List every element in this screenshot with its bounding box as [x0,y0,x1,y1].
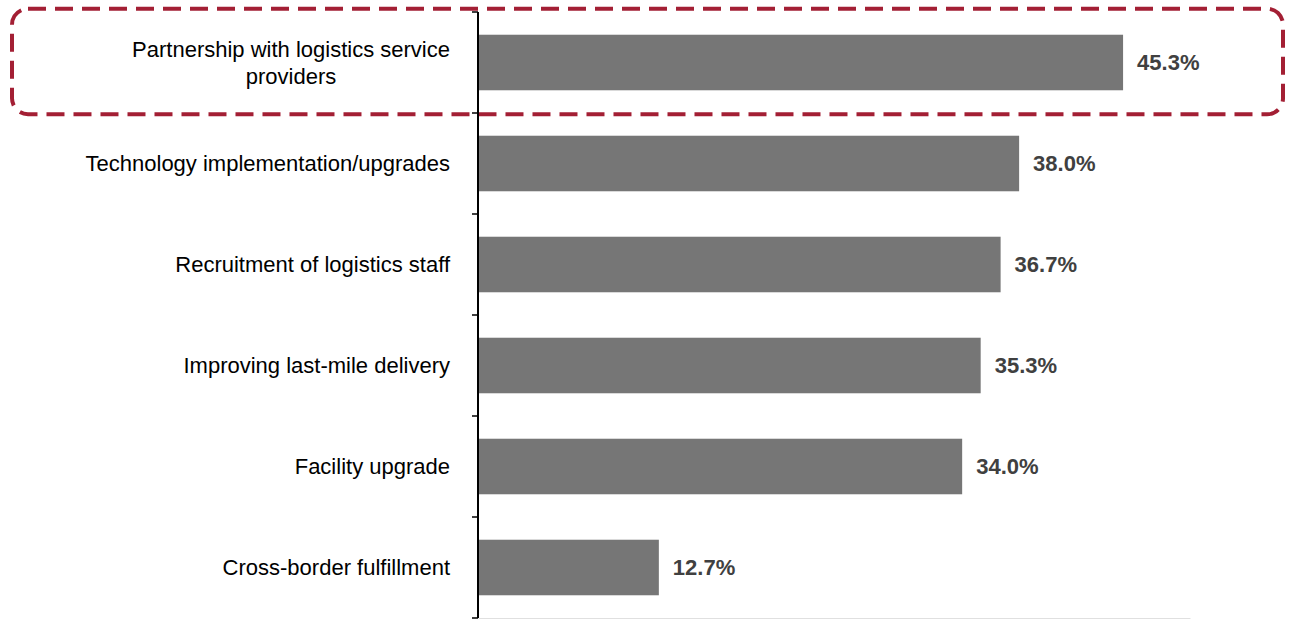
category-label-line: Partnership with logistics service [132,37,450,62]
chart: Partnership with logistics serviceprovid… [0,0,1291,627]
tick: Cross-border fulfillment [223,555,450,580]
category-label: Cross-border fulfillment [223,555,450,580]
category-label-line: Improving last-mile delivery [183,353,450,378]
tick: Facility upgrade [295,454,450,479]
category-separator [472,11,478,13]
bar [478,338,981,394]
category-label: Partnership with logistics serviceprovid… [132,37,450,89]
data-label: 45.3% [1137,50,1199,75]
tick: Recruitment of logistics staff [175,252,451,277]
data-label: 35.3% [995,353,1057,378]
x-axis-line [479,618,1191,619]
bar [478,540,659,596]
category-label-line: Recruitment of logistics staff [175,252,451,277]
bar [478,35,1123,91]
category-label-line: Cross-border fulfillment [223,555,450,580]
data-label: 12.7% [673,555,735,580]
category-separator [472,112,478,114]
tick: Partnership with logistics serviceprovid… [132,37,450,89]
category-label: Recruitment of logistics staff [175,252,451,277]
category-separator [472,415,478,417]
category-label: Facility upgrade [295,454,450,479]
bars [478,35,1123,596]
category-separator [472,617,478,619]
tick: Improving last-mile delivery [183,353,450,378]
data-label: 38.0% [1033,151,1095,176]
data-label: 36.7% [1015,252,1077,277]
highlight-box [12,9,1283,115]
tick: Technology implementation/upgrades [86,151,450,176]
category-separator [472,213,478,215]
data-label: 34.0% [976,454,1038,479]
category-separator [472,314,478,316]
bar [478,439,962,495]
category-label: Improving last-mile delivery [183,353,450,378]
category-label: Technology implementation/upgrades [86,151,450,176]
category-separator [472,516,478,518]
y-axis: Partnership with logistics serviceprovid… [86,12,478,618]
category-label-line: Technology implementation/upgrades [86,151,450,176]
data-labels: 45.3% 38.0% 36.7% 35.3% 34.0% 12.7% [673,50,1200,580]
bar [478,136,1019,192]
category-label-line: Facility upgrade [295,454,450,479]
bar [478,237,1001,293]
x-axis [479,618,1191,619]
category-label-line: providers [246,64,336,89]
